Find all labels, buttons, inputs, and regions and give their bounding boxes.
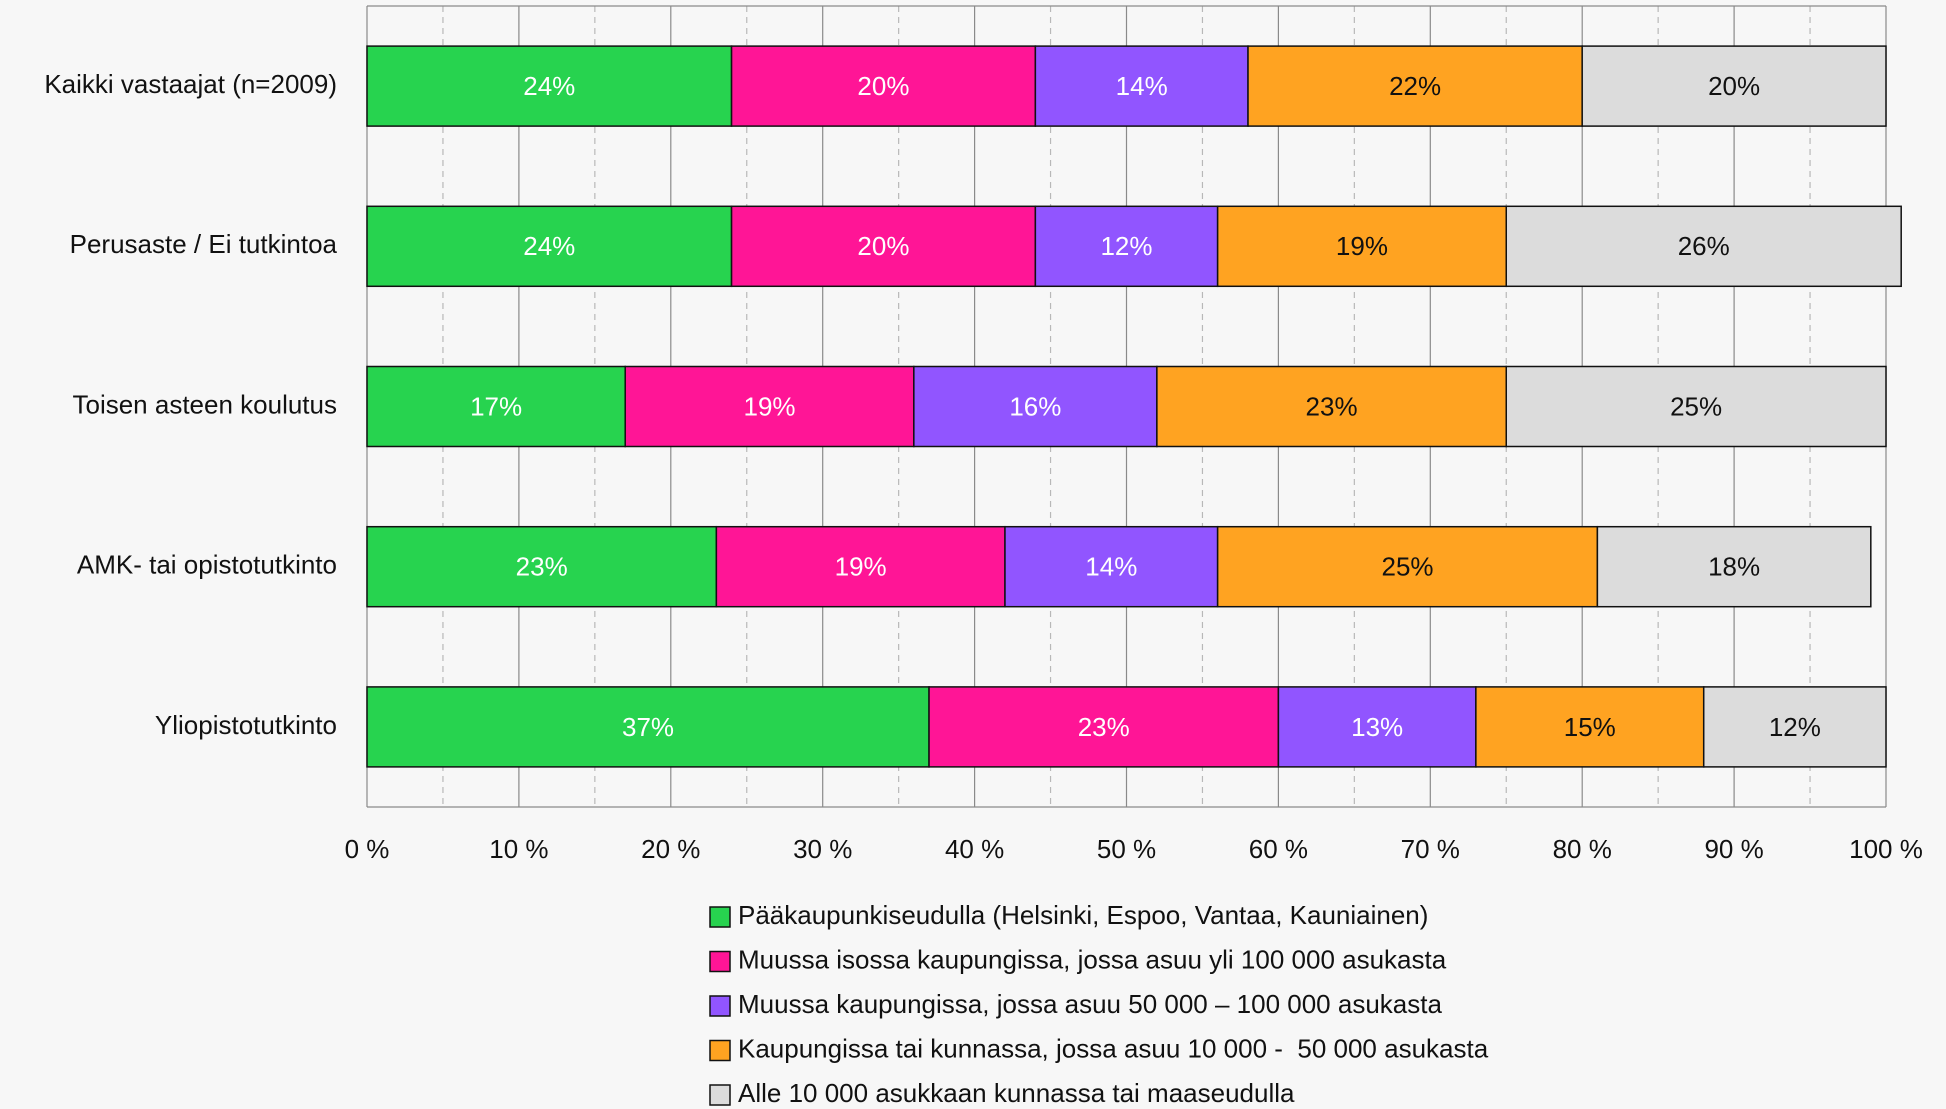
bar-value-label: 12% (1100, 231, 1152, 261)
bar-segment (1216, 525, 1599, 608)
bar-segment (1156, 365, 1507, 448)
bar-value-label: 12% (1769, 712, 1821, 742)
legend-label: Kaupungissa tai kunnassa, jossa asuu 10 … (738, 1033, 1489, 1063)
bar-segment (913, 365, 1158, 448)
x-tick-label: 70 % (1401, 834, 1460, 864)
bar-value-label: 18% (1708, 552, 1760, 582)
bar-value-label: 24% (523, 71, 575, 101)
bar-segment (1216, 205, 1507, 288)
x-tick-label: 100 % (1849, 834, 1923, 864)
bar-value-label: 23% (1306, 391, 1358, 421)
bar-segment (928, 686, 1280, 768)
bar-value-label: 17% (470, 391, 522, 421)
bar-segment (1505, 365, 1887, 448)
bar-segment (1034, 205, 1219, 288)
bar-segment (624, 365, 915, 448)
x-tick-label: 50 % (1097, 834, 1156, 864)
y-tick-label: Perusaste / Ei tutkintoa (70, 229, 338, 259)
bar-value-label: 13% (1351, 712, 1403, 742)
bar-value-label: 23% (516, 552, 568, 582)
bar-value-label: 26% (1678, 231, 1730, 261)
bar-segment (366, 45, 733, 127)
y-tick-label: Toisen asteen koulutus (72, 389, 337, 419)
bar-value-label: 15% (1564, 712, 1616, 742)
legend-label: Pääkaupunkiseudulla (Helsinki, Espoo, Va… (738, 900, 1428, 930)
bar-segment (1581, 45, 1887, 127)
x-tick-label: 0 % (345, 834, 390, 864)
bar-value-label: 23% (1078, 712, 1130, 742)
legend-swatch (709, 1084, 731, 1106)
x-tick-label: 30 % (793, 834, 852, 864)
bar-value-label: 19% (1336, 231, 1388, 261)
bar-segment (715, 525, 1006, 608)
bar-segment (366, 365, 626, 448)
bar-segment (366, 686, 930, 768)
legend-swatch (709, 1039, 731, 1062)
legend-swatch (709, 995, 731, 1017)
y-tick-label: AMK- tai opistotutkinto (77, 550, 337, 580)
bar-segment (730, 205, 1037, 288)
bar-segment (366, 525, 718, 608)
bar-segment (1475, 686, 1705, 768)
bar-segment (1004, 525, 1219, 608)
bar-segment (1702, 686, 1887, 768)
bar-value-label: 20% (1708, 71, 1760, 101)
legend-label: Alle 10 000 asukkaan kunnassa tai maaseu… (738, 1078, 1295, 1108)
x-tick-label: 60 % (1249, 834, 1308, 864)
legend-swatch (709, 906, 731, 928)
bar-value-label: 20% (857, 71, 909, 101)
legend-swatch (709, 950, 731, 973)
bar-segment (1277, 686, 1477, 768)
x-tick-label: 10 % (489, 834, 548, 864)
bar-value-label: 19% (744, 391, 796, 421)
bar-value-label: 19% (835, 552, 887, 582)
x-tick-label: 80 % (1553, 834, 1612, 864)
bar-value-label: 25% (1381, 552, 1433, 582)
x-tick-label: 40 % (945, 834, 1004, 864)
x-tick-label: 90 % (1704, 834, 1763, 864)
bar-value-label: 20% (857, 231, 909, 261)
bar-segment (730, 45, 1037, 127)
y-tick-label: Kaikki vastaajat (n=2009) (44, 69, 337, 99)
legend-label: Muussa kaupungissa, jossa asuu 50 000 – … (738, 989, 1442, 1019)
bar-segment (1034, 45, 1249, 127)
bar-segment (1247, 45, 1583, 127)
bar-value-label: 25% (1670, 391, 1722, 421)
bar-value-label: 16% (1009, 391, 1061, 421)
bar-value-label: 37% (622, 712, 674, 742)
bar-segment (1505, 205, 1902, 288)
bar-segment (1596, 525, 1872, 608)
y-tick-label: Yliopistotutkinto (155, 710, 337, 740)
bar-value-label: 24% (523, 231, 575, 261)
legend-label: Muussa isossa kaupungissa, jossa asuu yl… (738, 944, 1447, 974)
bar-value-label: 22% (1389, 71, 1441, 101)
bar-value-label: 14% (1085, 552, 1137, 582)
bar-value-label: 14% (1116, 71, 1168, 101)
x-tick-label: 20 % (641, 834, 700, 864)
